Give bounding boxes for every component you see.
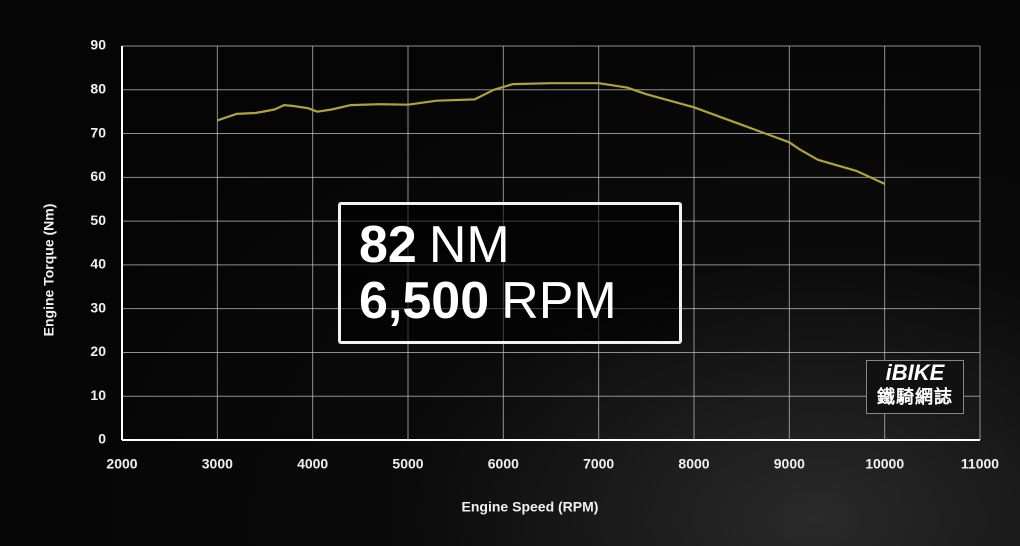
x-tick-label: 4000	[297, 456, 328, 472]
y-tick-label: 10	[90, 387, 106, 403]
torque-line: 82 NM	[359, 217, 510, 273]
x-tick-label: 5000	[392, 456, 423, 472]
x-tick-label: 6000	[488, 456, 519, 472]
logo: iBIKE 鐵騎網誌	[866, 360, 964, 414]
x-tick-label: 7000	[583, 456, 614, 472]
y-tick-label: 60	[90, 168, 106, 184]
y-tick-label: 50	[90, 212, 106, 228]
x-tick-label: 8000	[678, 456, 709, 472]
y-tick-label: 40	[90, 256, 106, 272]
y-tick-label: 30	[90, 299, 106, 315]
torque-line	[216, 82, 886, 185]
y-tick-label: 90	[90, 37, 106, 53]
torque-value: 82	[359, 216, 417, 274]
x-tick-label: 3000	[202, 456, 233, 472]
x-tick-label: 2000	[106, 456, 137, 472]
logo-name: 鐵騎網誌	[877, 387, 953, 407]
y-tick-label: 20	[90, 343, 106, 359]
speed-value: 6,500	[359, 272, 490, 330]
torque-unit: NM	[428, 216, 510, 274]
x-tick-label: 10000	[865, 456, 904, 472]
y-tick-label: 0	[98, 431, 106, 447]
x-axis-label: Engine Speed (RPM)	[462, 499, 599, 515]
x-tick-label: 9000	[774, 456, 805, 472]
speed-line: 6,500 RPM	[359, 273, 617, 329]
speed-unit: RPM	[501, 272, 617, 330]
y-axis-label: Engine Torque (Nm)	[41, 204, 57, 337]
x-tick-label: 11000	[961, 456, 999, 472]
y-tick-label: 70	[90, 124, 106, 140]
annotation-box: 82 NM 6,500 RPM	[338, 202, 682, 344]
y-tick-label: 80	[90, 80, 106, 96]
logo-brand: iBIKE	[885, 360, 945, 385]
